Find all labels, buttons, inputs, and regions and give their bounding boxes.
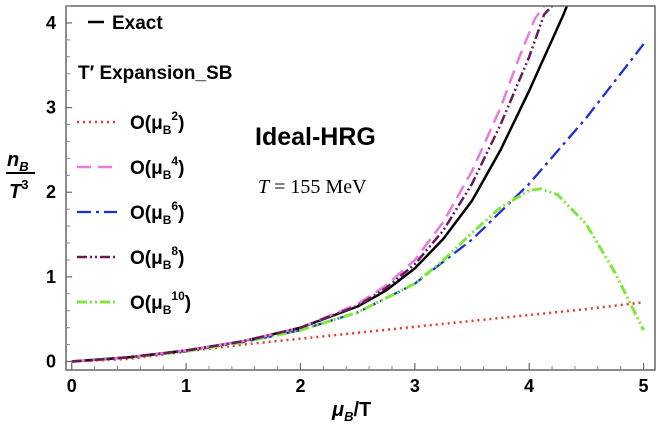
legend-label-o8: O(μB8) xyxy=(130,244,184,272)
x-tick-label: 0 xyxy=(67,376,77,396)
x-tick-label: 4 xyxy=(524,376,534,396)
legend-label-o6: O(μB6) xyxy=(130,199,184,227)
y-tick-label: 4 xyxy=(46,13,56,33)
ylabel-num-sub: B xyxy=(19,159,28,174)
x-tick-label: 2 xyxy=(295,376,305,396)
model-annotation: Ideal-HRG xyxy=(255,123,376,151)
series-layer xyxy=(71,6,645,363)
x-axis-label: μB/T xyxy=(331,399,371,424)
ticks-layer: 0 1 2 3 4 5 0 1 2 3 4 xyxy=(46,5,649,396)
temperature-var: T xyxy=(258,176,271,198)
legend-expansion-header: T′ Expansion_SB xyxy=(78,63,232,84)
temperature-annotation: T = 155 MeV xyxy=(258,176,367,198)
y-tick-label: 1 xyxy=(46,267,56,287)
y-tick-label: 2 xyxy=(46,182,56,202)
xlabel-tail: /T xyxy=(353,399,371,421)
series-line-o8 xyxy=(71,6,554,363)
series-line-o4 xyxy=(71,6,546,363)
legend-label-exact: Exact xyxy=(112,13,163,34)
ylabel-den-main: T xyxy=(9,181,23,203)
svg-text:T3: T3 xyxy=(9,177,28,203)
legend: Exact T′ Expansion_SB O(μB2) O(μB4) O(μB6) O(… xyxy=(72,8,294,317)
xlabel-sub: B xyxy=(344,409,353,424)
legend-label-o2: O(μB2) xyxy=(130,109,184,137)
ylabel-num-main: n xyxy=(7,149,19,171)
xlabel-main: μ xyxy=(331,399,344,421)
legend-label-o10: O(μB10) xyxy=(130,289,191,317)
x-tick-label: 5 xyxy=(639,376,649,396)
y-axis-label: nB T3 xyxy=(6,149,35,203)
legend-label-o4: O(μB4) xyxy=(130,154,184,182)
y-tick-label: 0 xyxy=(46,352,56,372)
series-line-o6 xyxy=(71,43,645,363)
y-tick-label: 3 xyxy=(46,98,56,118)
legend-background xyxy=(72,8,294,302)
plot-frame xyxy=(65,5,656,371)
temperature-rest: = 155 MeV xyxy=(269,176,367,198)
x-tick-label: 1 xyxy=(181,376,191,396)
svg-text:nB: nB xyxy=(7,149,29,174)
x-tick-label: 3 xyxy=(410,376,420,396)
ylabel-den-sup: 3 xyxy=(21,177,28,192)
